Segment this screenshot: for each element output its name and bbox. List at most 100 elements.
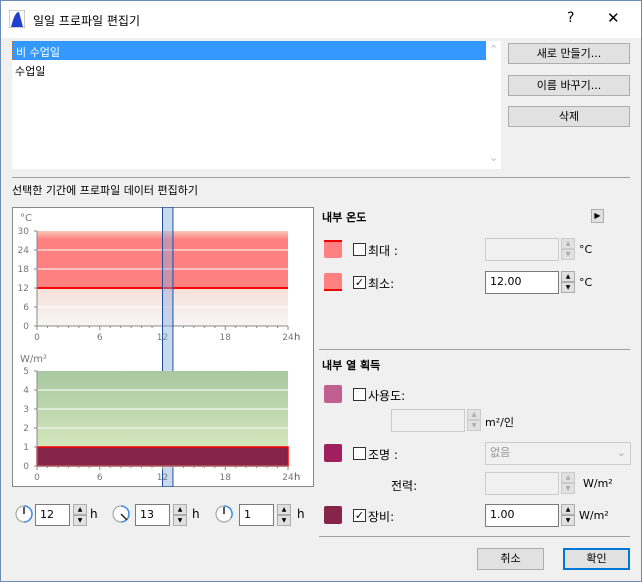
help-button[interactable]: ?	[567, 10, 575, 26]
clock-icon	[112, 505, 130, 523]
spinner[interactable]: ▲ ▼	[277, 504, 291, 526]
spin-up-icon[interactable]: ▲	[277, 504, 291, 515]
profile-list[interactable]: 비 수업일 수업일 ⌃ ⌄	[12, 41, 501, 169]
power-label: 전력:	[391, 479, 418, 493]
spin-down-icon[interactable]: ▼	[561, 282, 575, 293]
x-tick-label: 24	[282, 473, 294, 483]
app-icon	[9, 10, 25, 28]
clock-icon	[215, 505, 233, 523]
equipment-input[interactable]: 1.00	[485, 504, 559, 527]
window-title: 일일 프로파일 편집기	[33, 14, 140, 28]
time-start-input[interactable]: 12	[35, 504, 70, 526]
temp-section-title: 내부 온도	[322, 211, 367, 224]
divider	[12, 177, 630, 178]
gain-section-title: 내부 열 획득	[322, 359, 381, 372]
spinner[interactable]: ▲ ▼	[561, 472, 575, 494]
min-temp-checkbox[interactable]: ✓	[353, 276, 366, 289]
selection-band[interactable]	[162, 207, 174, 487]
power-unit: W/m²	[583, 477, 613, 490]
min-temp-swatch	[324, 273, 342, 291]
spin-down-icon[interactable]: ▼	[467, 420, 481, 431]
spinner[interactable]: ▲ ▼	[173, 504, 187, 526]
delete-button[interactable]: 삭제	[508, 106, 630, 127]
equipment-area	[36, 446, 289, 467]
occupancy-input[interactable]	[391, 409, 465, 432]
rename-button[interactable]: 이름 바꾸기...	[508, 75, 630, 96]
list-item-label: 수업일	[15, 65, 46, 78]
max-temp-label: 최대 :	[368, 244, 398, 258]
y-tick-label: 12	[18, 284, 29, 294]
occupancy-label: 사용도:	[368, 389, 406, 403]
y-tick-label: 0	[23, 462, 29, 472]
lighting-checkbox[interactable]	[353, 447, 366, 460]
spin-up-icon[interactable]: ▲	[561, 472, 575, 483]
spinner[interactable]: ▲ ▼	[561, 504, 575, 526]
equipment-checkbox[interactable]: ✓	[353, 509, 366, 522]
cancel-button[interactable]: 취소	[477, 548, 544, 570]
occupancy-swatch	[324, 385, 342, 403]
spin-down-icon[interactable]: ▼	[561, 483, 575, 494]
y-tick-label: 18	[18, 265, 30, 275]
lighting-swatch	[324, 444, 342, 462]
min-temp-input[interactable]: 12.00	[485, 271, 559, 294]
lighting-option: 없음	[490, 446, 511, 459]
section-edit-label: 선택한 기간에 프로파일 데이터 편집하기	[12, 184, 199, 197]
spinner[interactable]: ▲ ▼	[73, 504, 87, 526]
spinner[interactable]: ▲ ▼	[467, 409, 481, 431]
new-button[interactable]: 새로 만들기...	[508, 43, 630, 64]
title-bar: 일일 프로파일 편집기 ? ✕	[1, 1, 641, 38]
expand-arrow-icon[interactable]: ▶	[591, 209, 604, 223]
hour-unit-label: h	[90, 507, 98, 521]
equipment-label: 장비:	[368, 510, 395, 524]
time-duration-input[interactable]: 1	[239, 504, 274, 526]
spin-up-icon[interactable]: ▲	[561, 271, 575, 282]
spin-down-icon[interactable]: ▼	[277, 515, 291, 526]
y-tick-label: 4	[23, 386, 29, 396]
y-unit-label: °C	[20, 213, 32, 224]
x-tick-label: 6	[97, 473, 103, 483]
list-item[interactable]: 수업일	[15, 63, 45, 79]
close-button[interactable]: ✕	[607, 9, 620, 27]
max-temp-unit: °C	[579, 243, 593, 256]
y-tick-label: 5	[23, 367, 29, 377]
scroll-down-icon[interactable]: ⌄	[489, 151, 499, 164]
spin-down-icon[interactable]: ▼	[561, 249, 575, 260]
lighting-label: 조명 :	[368, 448, 398, 462]
list-item[interactable]: 비 수업일	[12, 41, 486, 60]
spin-down-icon[interactable]: ▼	[73, 515, 87, 526]
spin-down-icon[interactable]: ▼	[561, 515, 575, 526]
x-tick-label: 18	[220, 333, 232, 343]
spin-up-icon[interactable]: ▲	[73, 504, 87, 515]
y-tick-label: 1	[23, 443, 29, 453]
spinner[interactable]: ▲ ▼	[561, 271, 575, 293]
y-tick-label: 30	[18, 227, 30, 237]
y-tick-label: 6	[23, 303, 29, 313]
spin-up-icon[interactable]: ▲	[561, 238, 575, 249]
spin-up-icon[interactable]: ▲	[173, 504, 187, 515]
spin-up-icon[interactable]: ▲	[467, 409, 481, 420]
time-end-input[interactable]: 13	[135, 504, 170, 526]
spin-down-icon[interactable]: ▼	[173, 515, 187, 526]
x-tick-label: 24	[282, 333, 294, 343]
lighting-dropdown[interactable]: 없음 ⌄	[485, 442, 631, 465]
divider	[319, 536, 630, 537]
hour-unit-label: h	[297, 507, 305, 521]
min-temp-label: 최소:	[368, 277, 395, 291]
x-tick-label: 6	[97, 333, 103, 343]
scroll-up-icon[interactable]: ⌃	[489, 43, 499, 56]
occupancy-unit: m²/인	[485, 416, 514, 429]
spin-up-icon[interactable]: ▲	[561, 504, 575, 515]
power-input[interactable]	[485, 472, 559, 495]
divider	[319, 349, 630, 350]
hour-unit-label: h	[192, 507, 200, 521]
x-tick-label: 18	[220, 473, 232, 483]
spinner[interactable]: ▲ ▼	[561, 238, 575, 260]
max-temp-checkbox[interactable]	[353, 243, 366, 256]
occupancy-checkbox[interactable]	[353, 388, 366, 401]
x-tick-label: 0	[34, 473, 40, 483]
x-unit-label: h	[294, 332, 300, 343]
ok-button[interactable]: 확인	[563, 548, 630, 570]
max-temp-input[interactable]	[485, 238, 559, 261]
chevron-down-icon: ⌄	[616, 446, 626, 459]
